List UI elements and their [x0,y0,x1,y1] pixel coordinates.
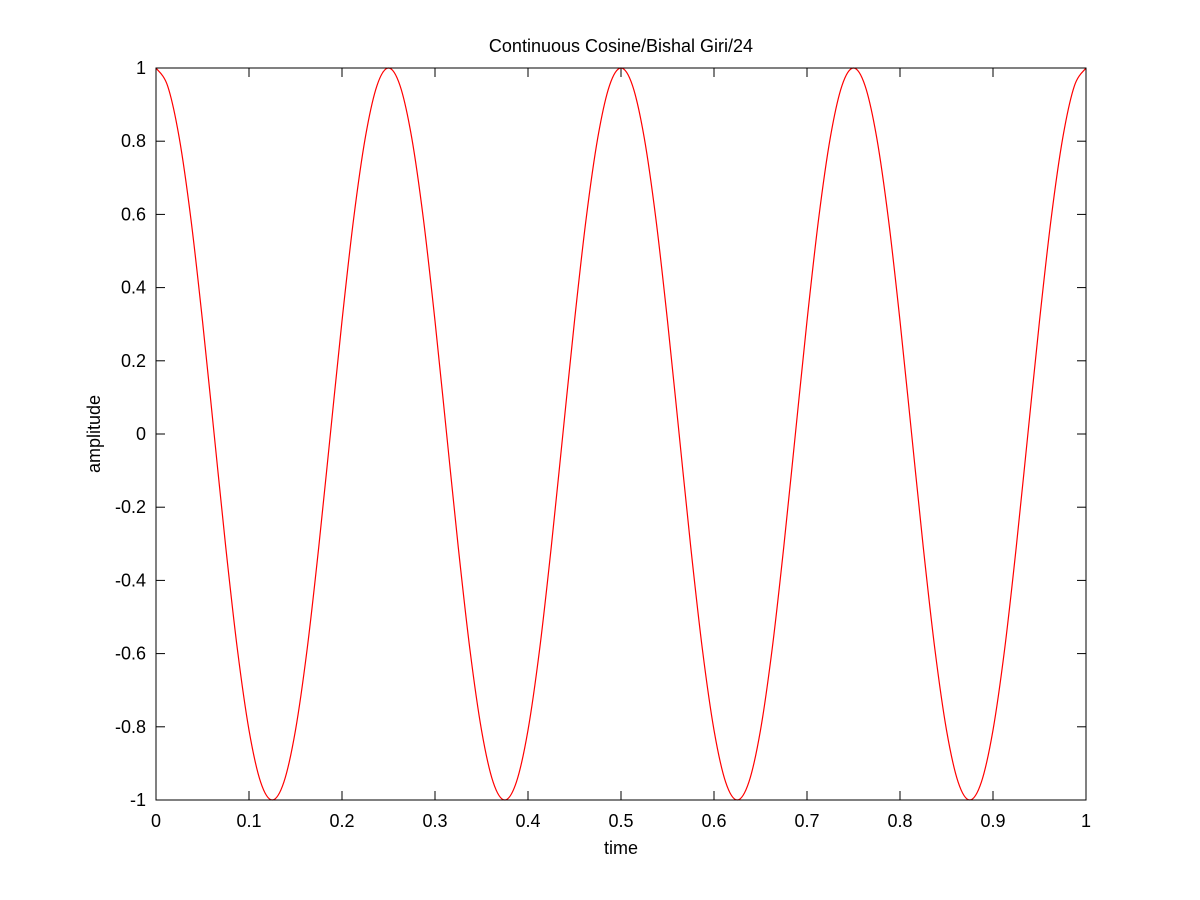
y-tick-label: 1 [136,58,146,78]
x-tick-label: 0.3 [422,811,447,831]
x-tick-label: 0.6 [701,811,726,831]
x-tick-label: 0.2 [329,811,354,831]
x-axis-label: time [604,838,638,858]
x-tick-label: 0.4 [515,811,540,831]
y-tick-label: 0.6 [121,204,146,224]
x-tick-labels: 0 0.1 0.2 0.3 0.4 0.5 0.6 0.7 0.8 0.9 1 [151,811,1091,831]
y-tick-label: -1 [130,790,146,810]
y-axis-label: amplitude [84,395,104,473]
chart-title: Continuous Cosine/Bishal Giri/24 [489,36,753,56]
x-tick-label: 0.8 [887,811,912,831]
y-tick-label: 0.8 [121,131,146,151]
x-tick-label: 1 [1081,811,1091,831]
y-tick-label: -0.4 [115,570,146,590]
x-tick-label: 0 [151,811,161,831]
x-tick-label: 0.7 [794,811,819,831]
y-tick-label: -0.2 [115,497,146,517]
y-tick-label: 0 [136,424,146,444]
y-tick-label: 0.2 [121,351,146,371]
axes-box [155,67,1087,801]
x-tick-label: 0.9 [980,811,1005,831]
plot-area [156,68,1086,800]
x-tick-label: 0.5 [608,811,633,831]
y-tick-label: 0.4 [121,278,146,298]
y-tick-label: -0.8 [115,717,146,737]
x-tick-label: 0.1 [236,811,261,831]
y-tick-labels: -1 -0.8 -0.6 -0.4 -0.2 0 0.2 0.4 0.6 0.8 1 [115,58,146,810]
y-tick-label: -0.6 [115,644,146,664]
